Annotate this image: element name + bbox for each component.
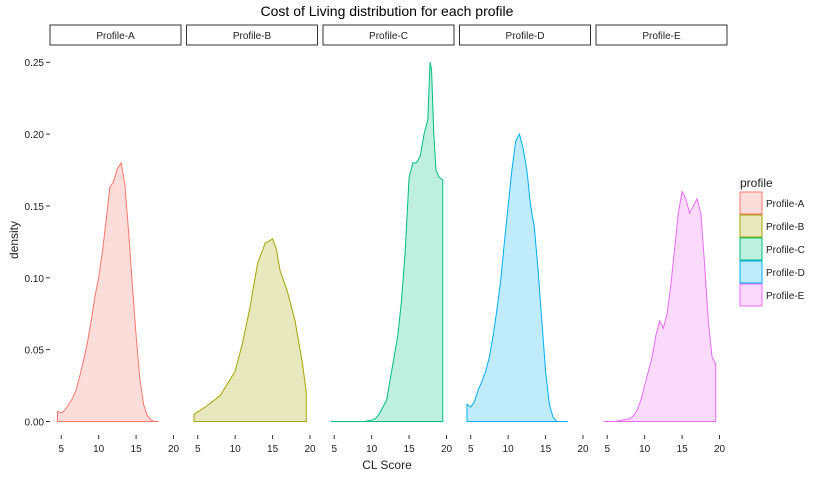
x-tick-label: 5 [604,444,610,455]
density-area [56,161,159,422]
legend-label: Profile-E [766,291,805,302]
x-tick-label: 10 [503,444,515,455]
legend-label: Profile-A [766,199,805,210]
legend-label: Profile-B [766,222,805,233]
legend-key [739,214,763,238]
y-tick-label: 0.00 [25,418,45,429]
x-tick-label: 15 [677,444,689,455]
x-tick-label: 5 [195,444,201,455]
legend-key [739,260,763,284]
x-tick-label: 10 [639,444,651,455]
x-tick-label: 20 [577,444,589,455]
x-tick-label: 5 [58,444,64,455]
density-area [603,190,717,422]
y-tick-label: 0.25 [25,58,45,69]
x-tick-label: 15 [540,444,552,455]
facet-panel: Profile-A 5 10 15 20 [49,24,182,455]
chart-title: Cost of Living distribution for each pro… [261,3,514,19]
facet-panel: Profile-D 5 10 15 20 [459,24,591,455]
x-tick-label: 5 [468,444,474,455]
y-axis-label: density [7,221,21,259]
x-tick-label: 20 [441,444,453,455]
legend-label: Profile-D [766,268,805,279]
y-axis: 0.00 0.05 0.10 0.15 0.20 0.25 [25,58,50,429]
legend-key [739,283,763,307]
y-tick-label: 0.20 [25,130,45,141]
density-area [193,238,307,422]
x-tick-label: 20 [304,444,316,455]
x-tick-label: 10 [366,444,378,455]
x-tick-label: 15 [404,444,416,455]
legend-key [739,237,763,261]
facet-strip-label: Profile-E [642,31,681,42]
facet-strip-label: Profile-C [369,31,408,42]
legend: profile Profile-A Profile-B Profile-C Profi… [739,176,805,307]
facet-strip [322,24,455,46]
legend-title: profile [740,176,773,190]
legend-key [739,191,763,215]
y-tick-label: 0.05 [25,346,45,357]
facet-strip-label: Profile-B [233,31,272,42]
density-area [466,132,569,422]
facet-strip [186,24,318,46]
facet-panel: Profile-C 5 10 15 20 [322,24,455,455]
x-tick-label: 10 [93,444,105,455]
x-tick-label: 15 [267,444,279,455]
facet-panel: Profile-E 5 10 15 20 [595,24,728,455]
x-tick-label: 5 [331,444,337,455]
facet-strip [459,24,591,46]
x-axis-label: CL Score [362,458,412,472]
x-tick-label: 20 [714,444,726,455]
density-area [330,62,444,422]
legend-label: Profile-C [766,245,805,256]
x-tick-label: 15 [131,444,143,455]
y-tick-label: 0.10 [25,274,45,285]
y-tick-label: 0.15 [25,202,45,213]
x-tick-label: 20 [168,444,180,455]
facet-strip [595,24,728,46]
x-tick-label: 10 [230,444,242,455]
facet-panel: Profile-B 5 10 15 20 [186,24,318,455]
facet-strip-label: Profile-A [96,31,135,42]
facet-strip [49,24,182,46]
facet-strip-label: Profile-D [506,31,545,42]
